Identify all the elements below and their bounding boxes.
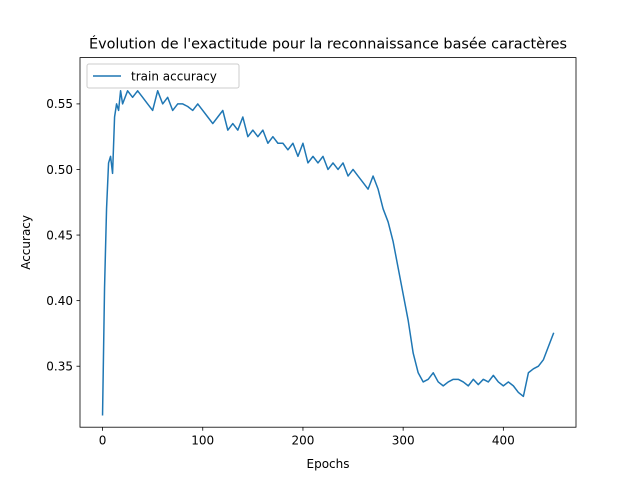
x-tick-label: 0: [99, 434, 107, 448]
x-tick-label: 100: [191, 434, 214, 448]
legend-box: [86, 63, 240, 89]
y-tick-label: 0.40: [46, 294, 73, 308]
plot-frame: [79, 57, 577, 428]
legend: train accuracy: [86, 63, 240, 89]
x-tick-label: 200: [291, 434, 314, 448]
x-tick-label: 400: [492, 434, 515, 448]
x-tick-label: 300: [392, 434, 415, 448]
y-axis-label: Accuracy: [19, 215, 33, 270]
x-axis-label: Epochs: [307, 457, 350, 471]
legend-label: train accuracy: [131, 70, 217, 84]
y-tick-label: 0.45: [46, 228, 73, 242]
plot-area: [80, 57, 576, 428]
y-tick-label: 0.55: [46, 97, 73, 111]
chart-title: Évolution de l'exactitude pour la reconn…: [89, 36, 567, 53]
axis-ticks: 0 100 200 300 400 0.35 0.40 0.45 0.50 0.55: [46, 97, 515, 448]
train-accuracy-line: [101, 90, 555, 416]
y-tick-label: 0.50: [46, 163, 73, 177]
y-tick-label: 0.35: [46, 360, 73, 374]
